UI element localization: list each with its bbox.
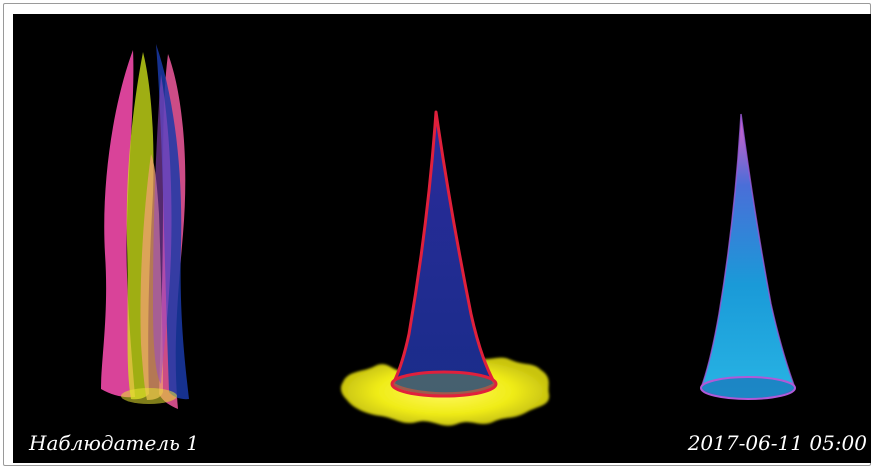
petal-cluster-base [121,388,177,404]
scene-illustration [101,44,796,426]
cyan-cone-body [700,113,796,400]
observer-caption: Наблюдатель 1 [29,431,200,455]
pink-petal-left [101,50,135,398]
cyan-cone-figure [700,113,796,400]
red-cone-base [390,370,498,398]
timestamp-caption: 2017-06-11 05:00 [687,431,867,455]
image-canvas: Наблюдатель 1 2017-06-11 05:00 [13,14,871,463]
petal-cluster-figure [101,44,189,409]
red-cone-body [391,110,497,396]
cyan-cone-base [700,376,796,400]
purple-petal [153,74,172,384]
red-cone-figure [340,110,550,426]
